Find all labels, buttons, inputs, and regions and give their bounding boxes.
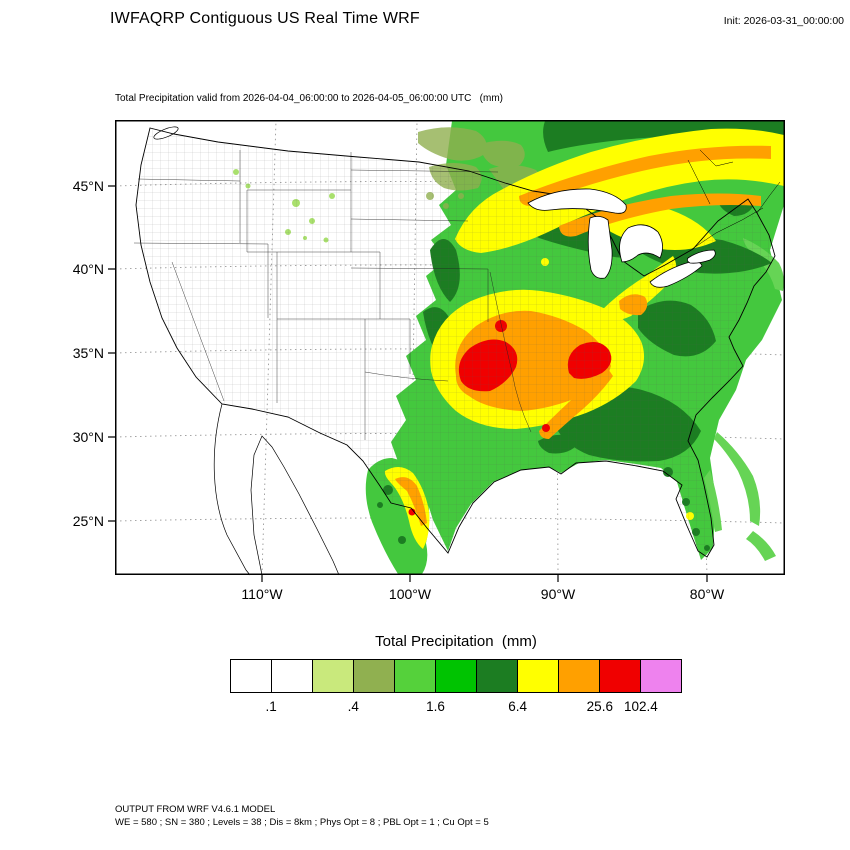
colorbar-tick-label: 102.4: [624, 699, 658, 714]
great-lakes: [527, 188, 716, 288]
colorbar-cell: [312, 659, 354, 693]
colorbar-tick-label: .4: [347, 699, 359, 714]
footer-model-line: OUTPUT FROM WRF V4.6.1 MODEL: [115, 804, 276, 815]
lat-axis-label: 45°N: [72, 178, 104, 194]
colorbar-cell: [271, 659, 313, 693]
weather-map: [108, 119, 786, 582]
lat-axis-label: 40°N: [72, 261, 104, 277]
state-boundaries: [133, 150, 532, 440]
lat-axis-label: 30°N: [72, 429, 104, 445]
colorbar-tick-label: .1: [265, 699, 277, 714]
colorbar-cell: [435, 659, 477, 693]
page-title: IWFAQRP Contiguous US Real Time WRF: [110, 10, 420, 27]
colorbar-cell: [476, 659, 518, 693]
map-frame: [115, 120, 785, 575]
colorbar-cells: [230, 659, 682, 693]
colorbar-tick-label: 25.6: [586, 699, 613, 714]
colorbar-cell: [230, 659, 272, 693]
footer-config-line: WE = 580 ; SN = 380 ; Levels = 38 ; Dis …: [115, 817, 489, 828]
colorbar-cell: [353, 659, 395, 693]
lon-axis-label: 80°W: [689, 586, 725, 602]
lon-axis-label: 110°W: [241, 586, 283, 602]
axis-tick-marks: [108, 185, 708, 582]
lat-axis-label: 35°N: [72, 345, 104, 361]
colorbar-cell: [394, 659, 436, 693]
lon-axis-label: 90°W: [540, 586, 576, 602]
init-timestamp: Init: 2026-03-31_00:00:00: [723, 15, 844, 27]
colorbar-cell: [558, 659, 600, 693]
lon-axis-label: 100°W: [388, 586, 432, 602]
mexico-canada-coastlines: [153, 126, 781, 576]
colorbar-tick-label: 6.4: [508, 699, 528, 714]
colorbar-tick-labels: .1 .4 1.6 6.4 25.6 102.4: [230, 699, 682, 717]
colorbar-cell: [599, 659, 641, 693]
lat-axis-label: 25°N: [72, 513, 104, 529]
colorbar-cell: [517, 659, 559, 693]
colorbar-title: Total Precipitation (mm): [375, 633, 537, 650]
map-canvas: [108, 119, 786, 582]
colorbar-cell: [640, 659, 682, 693]
map-subtitle: Total Precipitation valid from 2026-04-0…: [115, 93, 503, 104]
colorbar-tick-label: 1.6: [426, 699, 445, 714]
